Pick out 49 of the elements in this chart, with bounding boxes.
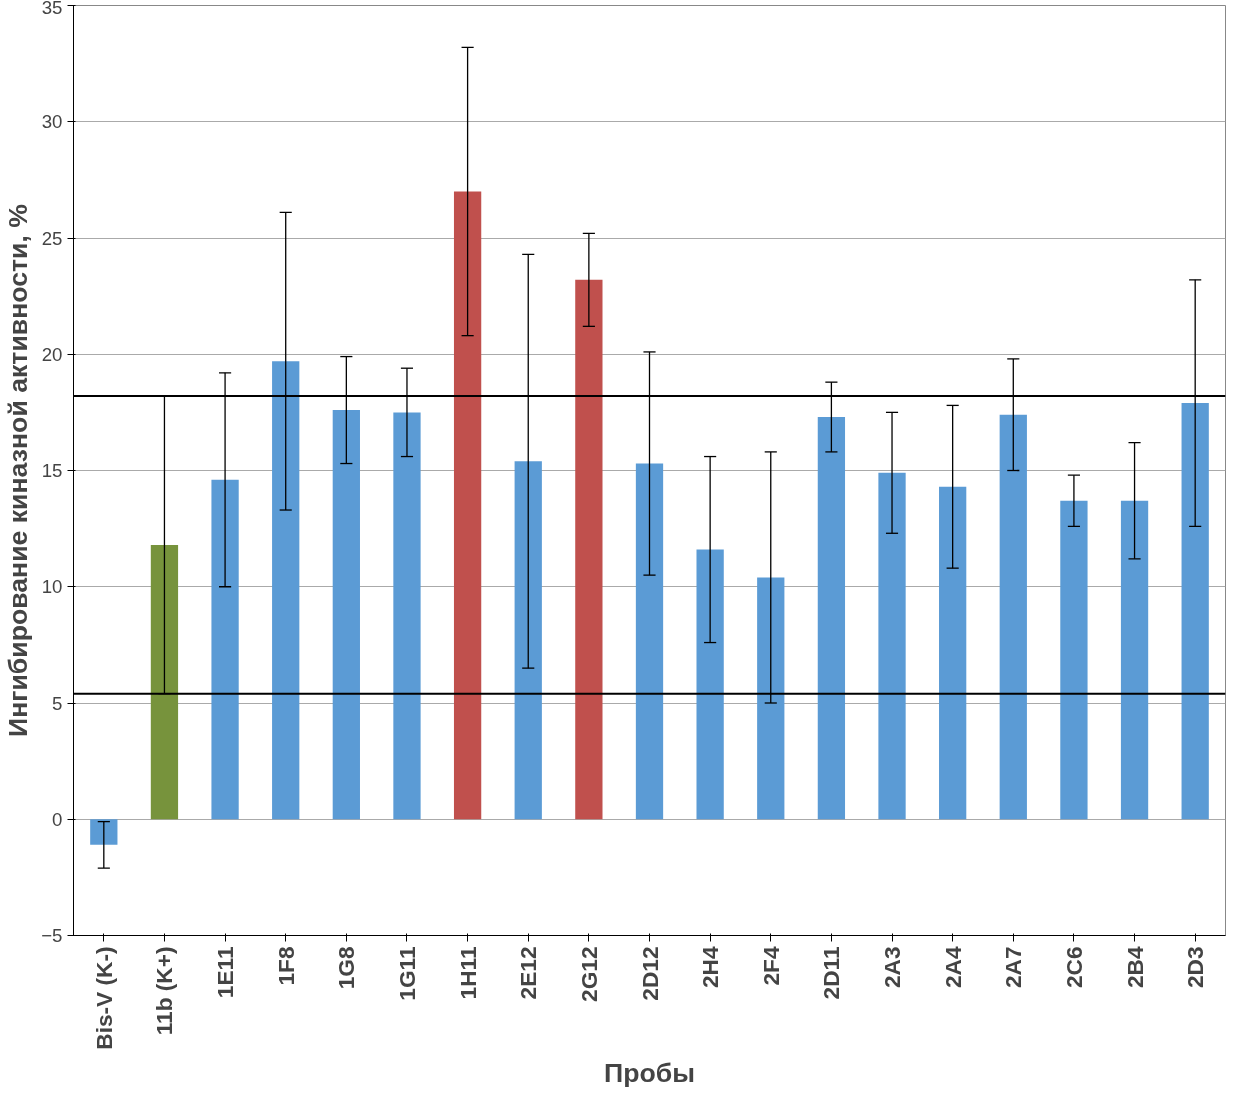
bar <box>575 279 603 820</box>
y-tick-label: 10 <box>41 576 63 598</box>
x-tick-label: Bis-V (K-) <box>90 946 117 1050</box>
bar <box>1120 500 1149 820</box>
y-tick-label: 0 <box>52 808 63 830</box>
y-tick-label: 25 <box>41 227 63 249</box>
x-tick-label: 2A4 <box>939 946 966 989</box>
x-tick-label: 2D12 <box>636 946 663 1001</box>
y-axis-title: Ингибирование киназной активности, % <box>3 204 34 737</box>
y-tick-label: 20 <box>41 343 63 365</box>
x-tick-label: 2D11 <box>818 946 845 1000</box>
x-tick-label: 2B4 <box>1121 946 1148 989</box>
bar <box>211 479 239 820</box>
bar <box>150 544 179 820</box>
x-tick-label: 11b (K+) <box>151 946 178 1036</box>
x-tick-label: 2C6 <box>1060 946 1087 989</box>
x-tick-label: 2E12 <box>515 946 542 1000</box>
x-tick-label: 1H11 <box>454 946 481 1000</box>
bar <box>757 577 785 820</box>
x-axis-title: Пробы <box>604 1057 695 1088</box>
y-tick-label: −5 <box>41 925 63 946</box>
bar <box>453 191 482 820</box>
bar <box>878 472 906 820</box>
y-tick-label: 15 <box>41 460 63 481</box>
x-tick-label: 2F4 <box>757 946 784 986</box>
x-tick-label: 1F8 <box>272 946 299 986</box>
y-tick-label: 5 <box>52 692 63 714</box>
bar <box>514 461 542 820</box>
bar <box>1181 403 1209 820</box>
bar <box>696 549 724 820</box>
x-tick-label: 1E11 <box>212 946 239 999</box>
bar <box>817 417 846 820</box>
y-tick-label: 30 <box>41 111 63 133</box>
bar <box>332 410 360 820</box>
bar <box>1060 500 1088 820</box>
x-tick-label: 1G11 <box>393 946 420 1001</box>
bar <box>272 361 300 820</box>
bar <box>90 819 118 845</box>
x-tick-label: 2H4 <box>697 946 724 989</box>
y-tick-label: 35 <box>41 0 63 18</box>
x-tick-label: 1G8 <box>333 946 360 990</box>
x-tick-label: 2A3 <box>879 946 906 989</box>
x-tick-label: 2D3 <box>1182 946 1209 989</box>
bar <box>635 463 664 820</box>
x-tick-label: 2A7 <box>1000 946 1027 989</box>
bar <box>939 486 967 820</box>
bar <box>999 414 1027 820</box>
x-tick-label: 2G12 <box>575 946 602 1002</box>
bar <box>393 412 421 820</box>
